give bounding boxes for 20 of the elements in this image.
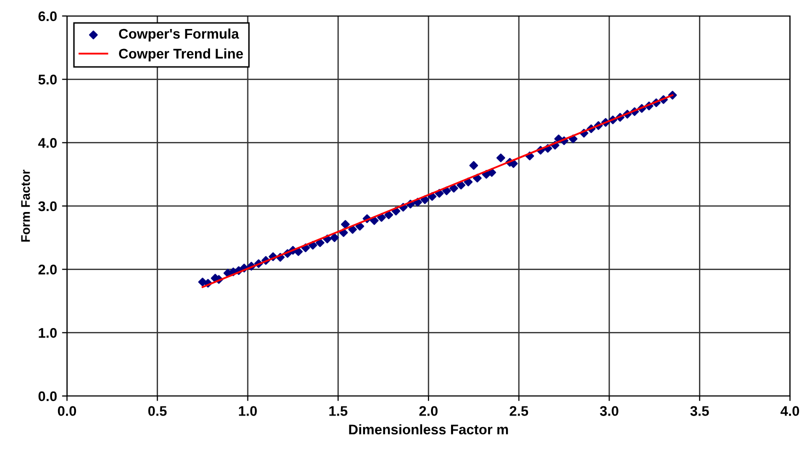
legend-label: Cowper's Formula [118,28,240,42]
legend-label: Cowper Trend Line [118,48,243,62]
x-tick-label: 3.0 [600,406,618,416]
x-tick-label: 2.0 [419,406,438,416]
x-tick-label: 0.0 [58,406,76,416]
x-tick-label: 2.5 [510,406,528,416]
y-tick-label: 2.0 [38,264,57,275]
x-tick-label: 3.5 [690,406,709,416]
y-tick-label: 1.0 [38,328,57,338]
y-tick-label: 6.0 [38,11,57,22]
x-tick-label: 1.0 [238,406,257,416]
y-tick-label: 0.0 [38,391,57,402]
x-tick-label: 0.5 [148,406,167,416]
y-axis-title: Form Factor [21,170,30,242]
x-tick-label: 4.0 [780,406,800,416]
x-axis-title: Dimensionless Factor m [349,424,508,434]
x-tick-label: 1.5 [329,406,348,416]
y-tick-label: 3.0 [38,201,57,212]
y-tick-label: 4.0 [38,138,57,148]
y-tick-label: 5.0 [38,74,57,85]
